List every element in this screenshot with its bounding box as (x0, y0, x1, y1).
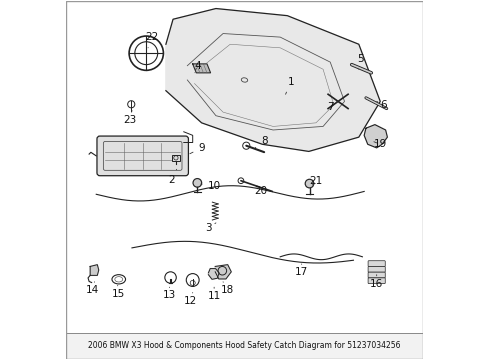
Text: 11: 11 (207, 287, 220, 301)
FancyBboxPatch shape (367, 266, 385, 272)
Text: 13: 13 (163, 287, 176, 300)
Text: 9: 9 (189, 143, 204, 154)
Text: 14: 14 (86, 282, 99, 295)
Text: 18: 18 (220, 282, 233, 295)
FancyBboxPatch shape (97, 136, 188, 176)
Polygon shape (165, 9, 380, 152)
Text: 8: 8 (255, 136, 267, 148)
Text: 15: 15 (112, 285, 125, 298)
Text: 6: 6 (376, 100, 386, 110)
Circle shape (305, 179, 313, 188)
Text: 2006 BMW X3 Hood & Components Hood Safety Catch Diagram for 51237034256: 2006 BMW X3 Hood & Components Hood Safet… (88, 341, 400, 350)
FancyBboxPatch shape (367, 272, 385, 278)
Text: 3: 3 (205, 223, 216, 233)
Text: 21: 21 (309, 176, 322, 186)
Text: 23: 23 (123, 111, 137, 125)
Text: 20: 20 (253, 186, 266, 196)
FancyBboxPatch shape (171, 155, 180, 161)
Text: 22: 22 (145, 32, 158, 48)
Polygon shape (215, 265, 231, 279)
Text: 7: 7 (326, 102, 337, 112)
FancyBboxPatch shape (367, 261, 385, 266)
Text: 4: 4 (194, 61, 200, 71)
FancyBboxPatch shape (367, 278, 385, 284)
Text: 2: 2 (167, 169, 176, 185)
Polygon shape (192, 64, 210, 73)
Polygon shape (364, 125, 386, 148)
Circle shape (193, 179, 201, 187)
Text: 10: 10 (201, 181, 220, 192)
Text: 16: 16 (369, 275, 383, 289)
Polygon shape (90, 265, 99, 275)
Text: 1: 1 (285, 77, 294, 94)
Text: 5: 5 (357, 54, 363, 69)
Text: 17: 17 (294, 264, 307, 277)
Bar (66, 333, 422, 359)
Polygon shape (208, 269, 219, 279)
Text: 12: 12 (184, 293, 197, 306)
Text: 19: 19 (373, 139, 386, 149)
